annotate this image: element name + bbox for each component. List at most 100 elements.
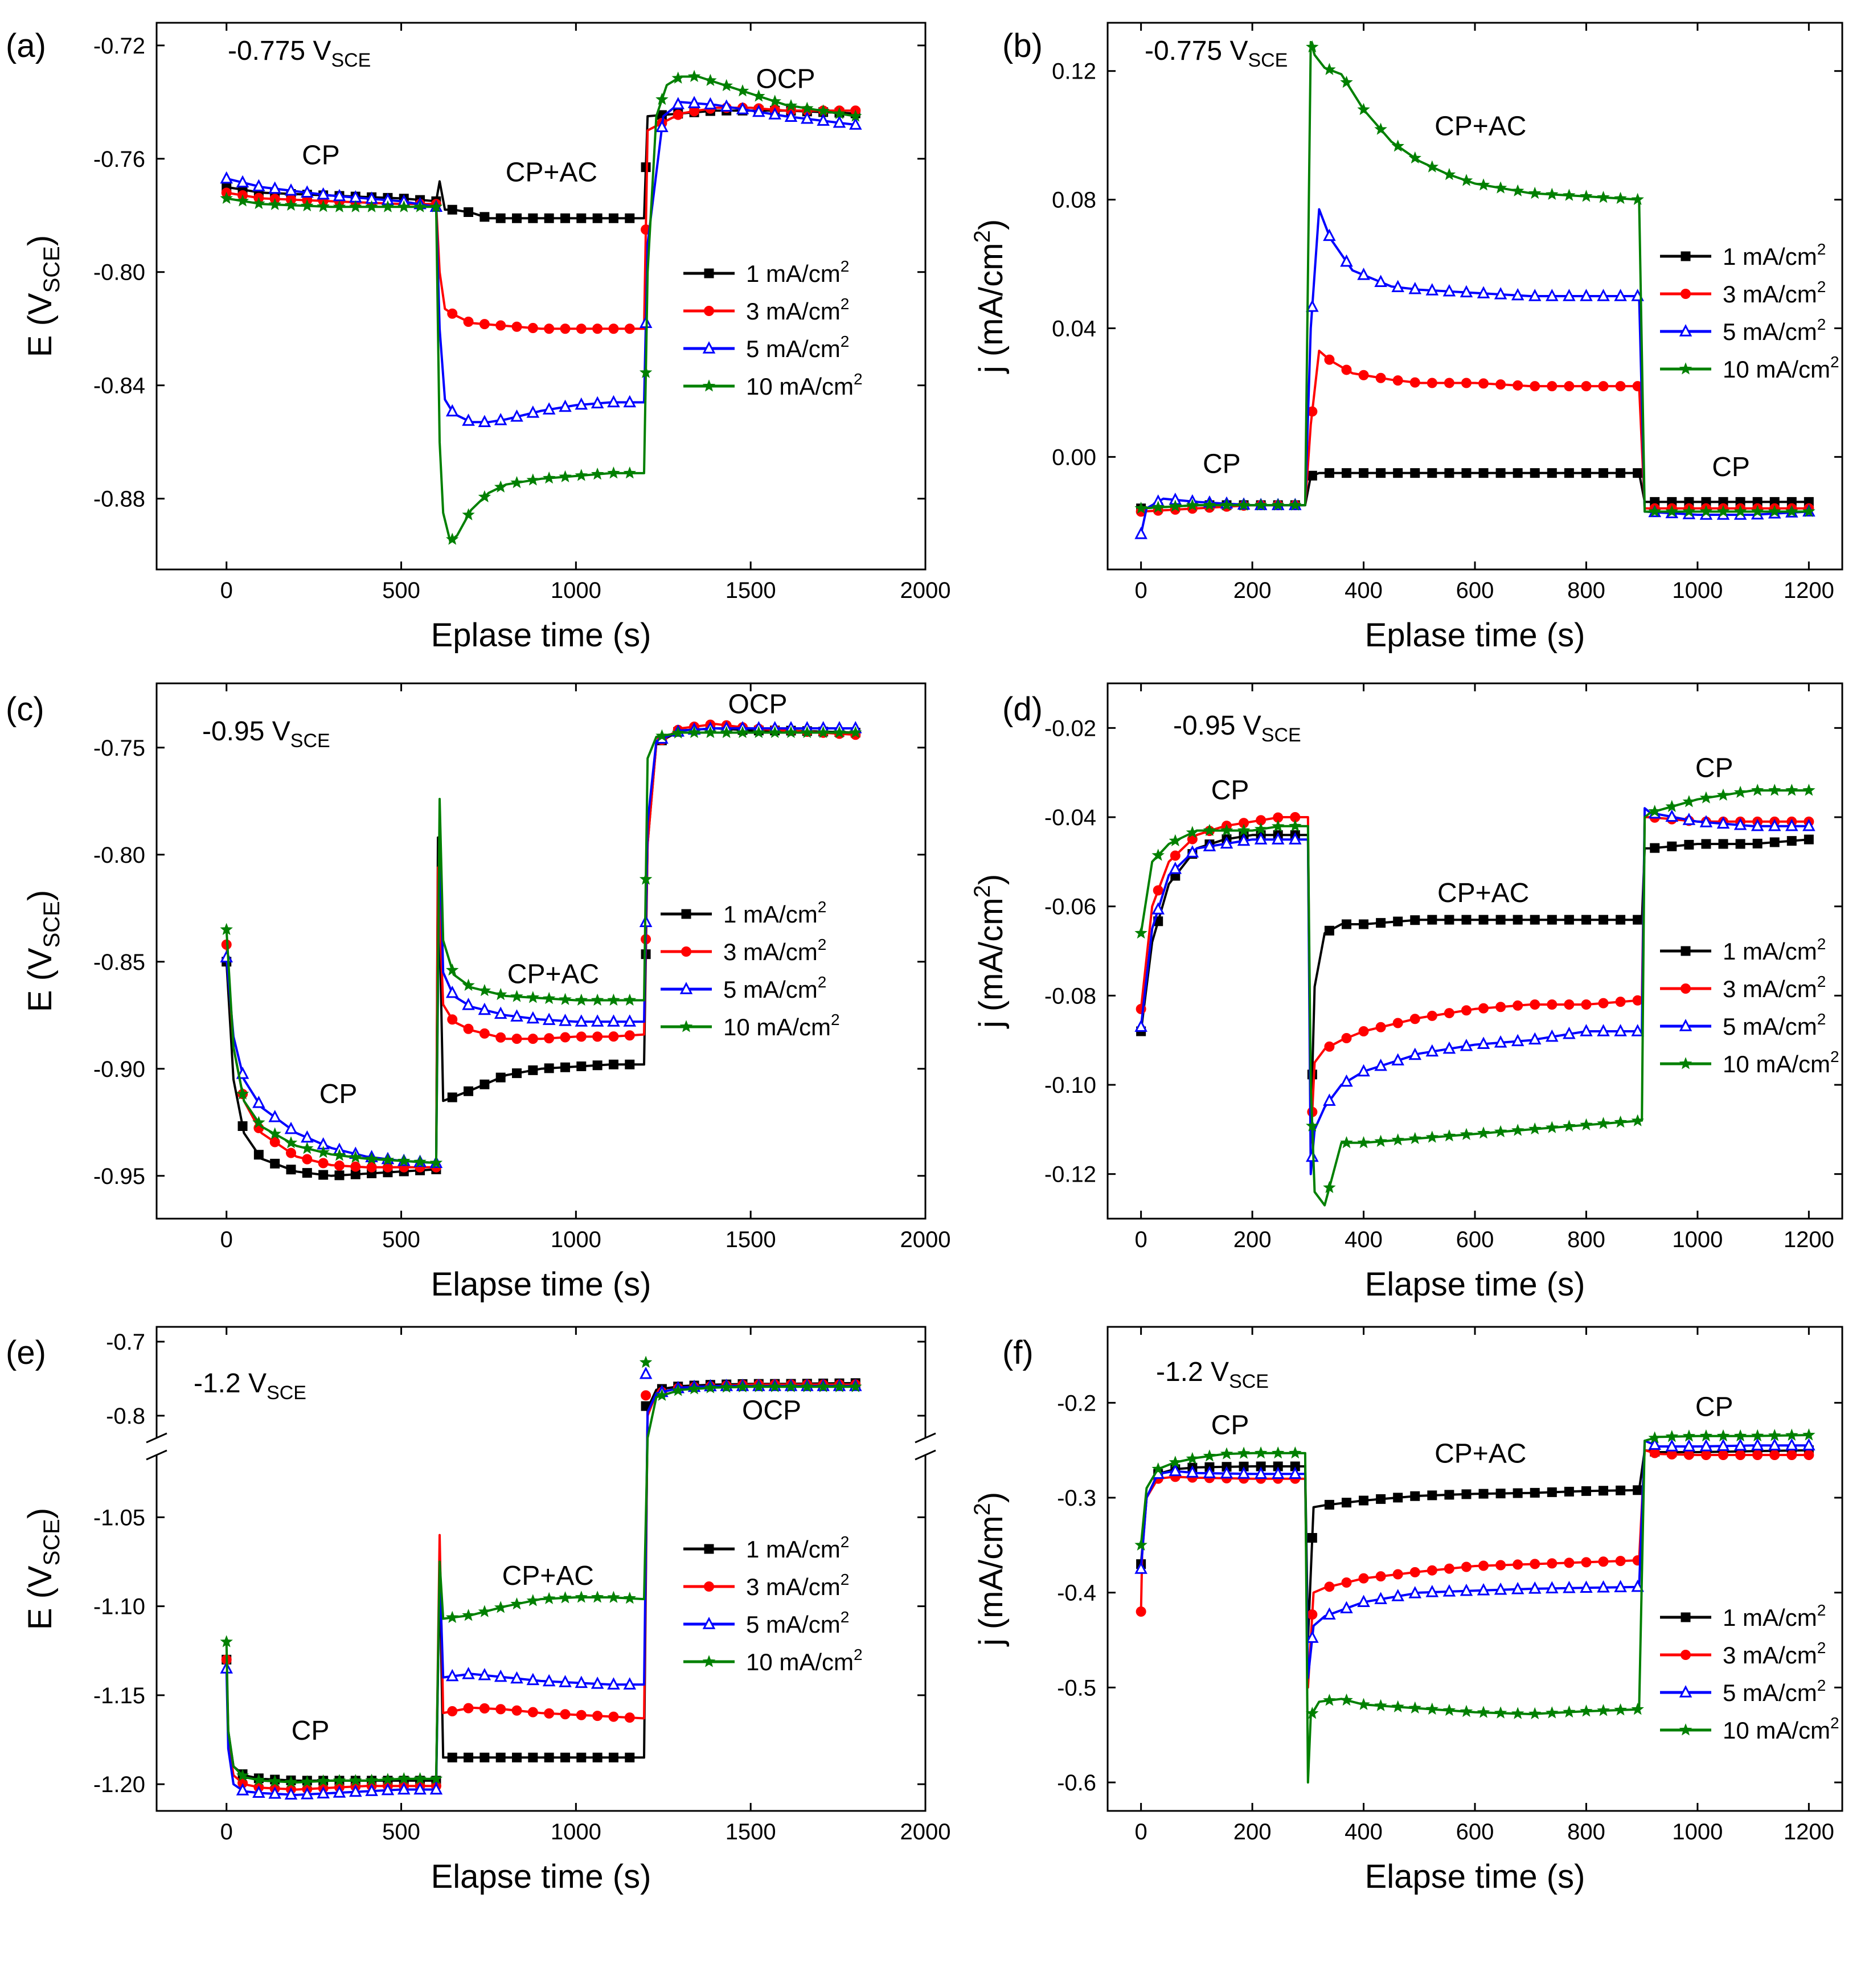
data-point (1134, 501, 1147, 514)
y-axis-title: E (VSCE) (22, 890, 64, 1012)
data-point (1306, 1630, 1319, 1643)
data-point (704, 725, 717, 739)
data-point (1357, 1595, 1370, 1608)
data-point (1631, 1114, 1644, 1126)
data-point (526, 1011, 540, 1024)
data-point (1598, 381, 1609, 392)
data-point (252, 1116, 265, 1128)
data-point (236, 1087, 249, 1100)
data-point (333, 200, 346, 212)
data-point (1478, 915, 1489, 925)
data-point (1599, 1486, 1609, 1496)
legend-superscript: 2 (1830, 353, 1839, 371)
data-point (268, 1786, 281, 1799)
data-point (559, 993, 572, 1005)
data-point (1324, 1581, 1335, 1592)
data-point (1340, 1074, 1353, 1087)
annotation-label: CP (292, 1716, 330, 1746)
legend-superscript: 2 (1817, 1677, 1826, 1694)
data-point (1254, 822, 1268, 835)
data-point (1513, 1488, 1523, 1498)
data-point (365, 1773, 378, 1786)
data-point (560, 1709, 571, 1720)
data-point (1271, 819, 1285, 832)
legend-marker (1679, 1723, 1692, 1736)
data-point (317, 1786, 330, 1799)
data-point (768, 725, 781, 739)
data-point (1425, 160, 1439, 173)
data-point (494, 413, 507, 425)
legend-text: 1 mA/cm (746, 1536, 841, 1563)
series-markers-3 (1134, 228, 1815, 539)
data-point (1393, 1493, 1403, 1503)
data-point (1477, 286, 1490, 298)
data-point (445, 963, 459, 976)
data-point (1667, 841, 1677, 851)
y-axis: -0.12-0.10-0.08-0.06-0.04-0.02j (mA/cm2) (970, 716, 1842, 1187)
data-point (1151, 902, 1165, 915)
data-point (1340, 1136, 1353, 1149)
legend-text: 3 mA/cm (723, 938, 818, 965)
data-point (1444, 1490, 1454, 1500)
potential-label: -1.2 VSCE (194, 1368, 306, 1404)
data-point (1563, 1581, 1576, 1593)
data-point (1254, 832, 1268, 845)
data-point (1597, 289, 1610, 301)
data-point (1564, 468, 1574, 478)
data-point (1682, 505, 1696, 517)
data-point (494, 987, 507, 1001)
data-point (1546, 187, 1559, 200)
data-point (1716, 505, 1730, 517)
data-point (317, 187, 330, 200)
data-point (413, 200, 427, 212)
data-point (1614, 191, 1627, 204)
data-point (1564, 915, 1574, 925)
data-point (1477, 1126, 1490, 1139)
annotation-label: CP (1695, 753, 1733, 784)
legend-marker (1681, 1650, 1691, 1660)
data-point (1494, 181, 1507, 194)
data-point (1804, 1450, 1814, 1460)
data-point (1237, 823, 1251, 837)
data-point (849, 109, 862, 122)
data-point (1391, 1053, 1404, 1065)
data-point (478, 1605, 491, 1617)
data-point (1134, 1561, 1147, 1574)
data-point (1256, 1461, 1266, 1471)
legend-text: 5 mA/cm (746, 1611, 841, 1638)
panel-f: 0 200 400 600 800 1000 1200 Elapse time (s) -0.6… (970, 1326, 1843, 1895)
x-axis: 0 200 400 600 800 1000 1200 Eplase time (s) (1135, 23, 1834, 654)
data-point (1341, 1577, 1352, 1588)
data-point (527, 1034, 538, 1044)
annotation-label: CP+AC (1435, 1438, 1526, 1469)
data-point (318, 1170, 329, 1180)
legend-marker (1679, 1685, 1692, 1698)
data-point (1340, 1601, 1353, 1614)
y-title-end: ) (22, 235, 59, 246)
x-tick-label: 500 (382, 1819, 420, 1844)
legend-superscript: 2 (1830, 1714, 1839, 1732)
y-title-end: ) (973, 874, 1010, 885)
legend-text: 10 mA/cm (723, 1014, 831, 1040)
y-tick-label: 0.12 (1052, 59, 1096, 84)
data-point (1478, 1003, 1489, 1014)
data-point (1735, 1450, 1746, 1460)
data-point (1530, 468, 1540, 478)
data-point (1513, 380, 1523, 391)
data-point (608, 1031, 619, 1042)
data-point (655, 92, 669, 105)
data-point (560, 213, 570, 223)
series-group (220, 69, 862, 545)
annotation-label: CP (319, 1079, 358, 1109)
data-point (624, 1712, 635, 1723)
data-point (510, 409, 523, 422)
legend-superscript: 2 (1817, 1639, 1826, 1657)
data-point (639, 1366, 653, 1379)
data-point (1134, 527, 1147, 539)
legend-label: 1 mA/cm2 (723, 898, 826, 928)
data-point (478, 415, 491, 428)
y-tick-label: -0.8 (106, 1404, 145, 1429)
legend-superscript: 2 (831, 1011, 840, 1028)
data-point (1477, 1706, 1490, 1718)
